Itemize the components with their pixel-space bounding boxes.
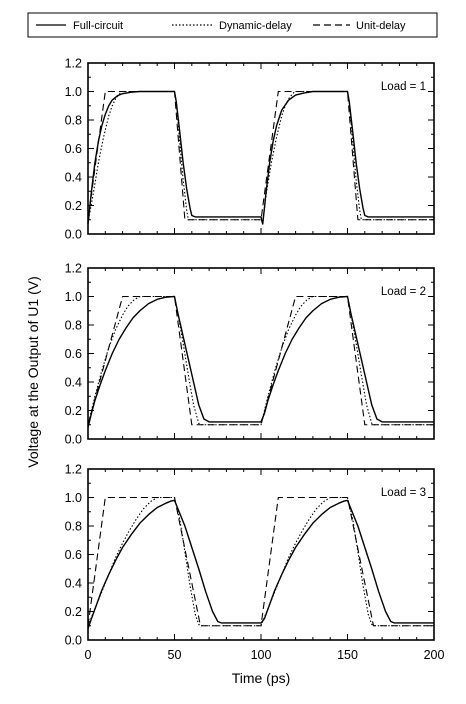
y-axis-label: Voltage at the Output of U1 (V) [25, 276, 41, 467]
y-tick-label: 0.0 [65, 634, 82, 648]
y-tick-label: 0.6 [65, 548, 82, 562]
y-tick-label: 0.4 [65, 577, 82, 591]
series-full-circuit [87, 90, 434, 225]
y-tick-label: 0.0 [65, 433, 82, 447]
y-tick-label: 0.8 [65, 114, 82, 128]
x-axis-label: Time (ps) [232, 670, 291, 686]
series-dynamic-delay [87, 295, 434, 426]
x-tick-label: 200 [424, 648, 445, 662]
y-tick-label: 1.0 [65, 290, 82, 304]
legend-label-dynamic-delay: Dynamic-delay [219, 20, 292, 32]
panel-3: 0.0 0.2 0.4 0.6 0.8 1.0 1.2 0 50 100 150 200 Load = … [65, 463, 445, 663]
legend-box [27, 12, 438, 38]
y-tick-label: 0.6 [65, 347, 82, 361]
load-label: Load = 3 [381, 487, 426, 499]
load-label: Load = 2 [381, 286, 426, 298]
legend-label-unit-delay: Unit-delay [356, 20, 406, 32]
y-tick-label: 0.4 [65, 171, 82, 185]
y-tick-label: 0.6 [65, 142, 82, 156]
y-tick-label: 0.0 [65, 228, 82, 242]
y-tick-label: 0.8 [65, 520, 82, 534]
panel-2: 0.0 0.2 0.4 0.6 0.8 1.0 1.2 Load = 2 [65, 262, 435, 447]
y-tick-label: 0.4 [65, 376, 82, 390]
y-tick-label: 1.0 [65, 85, 82, 99]
series-dynamic-delay [87, 496, 434, 627]
x-tick-label: 150 [337, 648, 358, 662]
y-tick-label: 0.2 [65, 404, 82, 418]
y-tick-label: 1.0 [65, 491, 82, 505]
load-label: Load = 1 [381, 81, 426, 93]
y-tick-label: 0.2 [65, 605, 82, 619]
y-tick-label: 1.2 [65, 463, 82, 477]
x-tick-label: 50 [168, 648, 182, 662]
y-tick-label: 0.8 [65, 319, 82, 333]
series-full-circuit [87, 295, 434, 428]
legend: Full-circuit Dynamic-delay Unit-delay [27, 12, 438, 38]
series-unit-delay [87, 90, 434, 221]
y-tick-label: 1.2 [65, 57, 82, 71]
series-unit-delay [87, 295, 434, 426]
y-tick-label: 1.2 [65, 262, 82, 276]
series-full-circuit [87, 499, 434, 629]
x-tick-label: 0 [85, 648, 92, 662]
panel-1: 0.0 0.2 0.4 0.6 0.8 1.0 1.2 Load = 1 [65, 57, 435, 242]
y-tick-label: 0.2 [65, 199, 82, 213]
series-unit-delay [87, 496, 434, 627]
legend-label-full-circuit: Full-circuit [73, 20, 123, 32]
x-tick-label: 100 [251, 648, 272, 662]
series-dynamic-delay [87, 90, 434, 224]
